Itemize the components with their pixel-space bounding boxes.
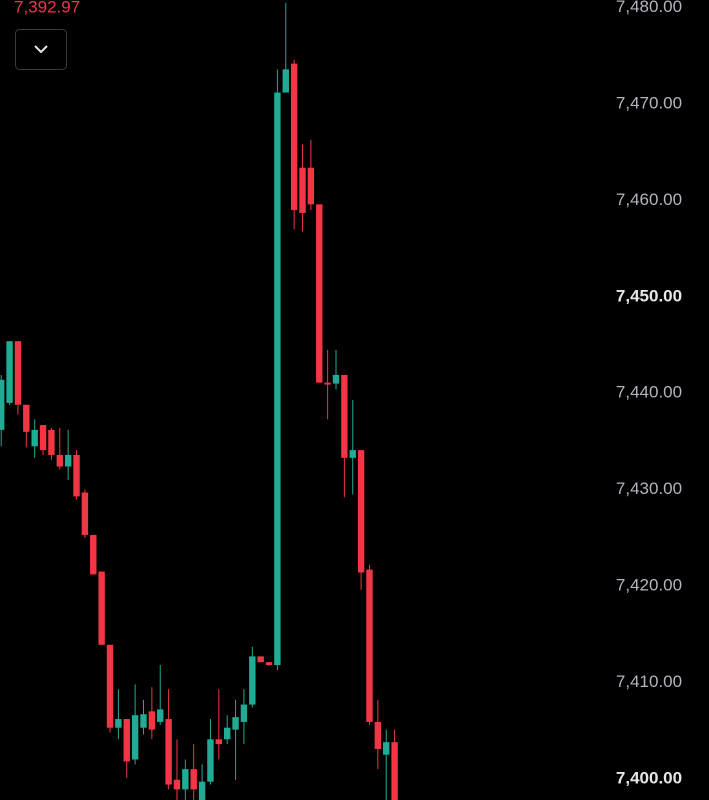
y-tick-label: 7,460.00 <box>616 190 682 209</box>
dropdown-button[interactable] <box>15 29 67 70</box>
price-label: 7,392.97 <box>14 0 80 16</box>
candle-body <box>0 379 5 430</box>
y-tick-label: 7,440.00 <box>616 383 682 402</box>
y-tick-label: 7,430.00 <box>616 479 682 498</box>
chevron-icon <box>34 45 48 54</box>
dropdown-box[interactable] <box>15 29 67 70</box>
y-tick-label: 7,420.00 <box>616 576 682 595</box>
y-tick-label: 7,470.00 <box>616 94 682 113</box>
y-tick-label: 7,410.00 <box>616 672 682 691</box>
y-tick-label: 7,400.00 <box>616 768 682 787</box>
y-tick-label: 7,480.00 <box>616 0 682 16</box>
y-tick-label: 7,450.00 <box>616 286 682 305</box>
